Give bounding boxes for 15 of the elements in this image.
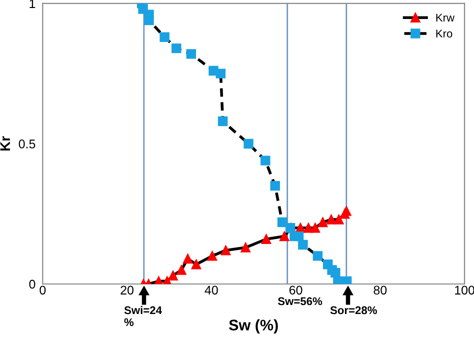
x-tick-label: 20: [120, 286, 134, 295]
y-tick-label: 0.5: [18, 140, 36, 148]
x-tick-label: 60: [289, 286, 302, 295]
text: Sor=28%: [330, 306, 377, 314]
legend-label: Kro: [436, 30, 452, 38]
x-tick-label: 100: [455, 286, 474, 295]
text: Swi=24 %: [124, 306, 162, 326]
x-tick-label: 0: [40, 286, 46, 295]
x-tick-label: 40: [204, 286, 218, 295]
legend-label: Krw: [436, 14, 455, 22]
x-tick-label: 80: [374, 286, 387, 295]
x-axis-title: Sw (%): [228, 319, 278, 334]
y-axis-title: Kr: [0, 136, 10, 151]
y-tick-label: 0: [29, 280, 36, 289]
text: Sw=56%: [278, 297, 322, 306]
